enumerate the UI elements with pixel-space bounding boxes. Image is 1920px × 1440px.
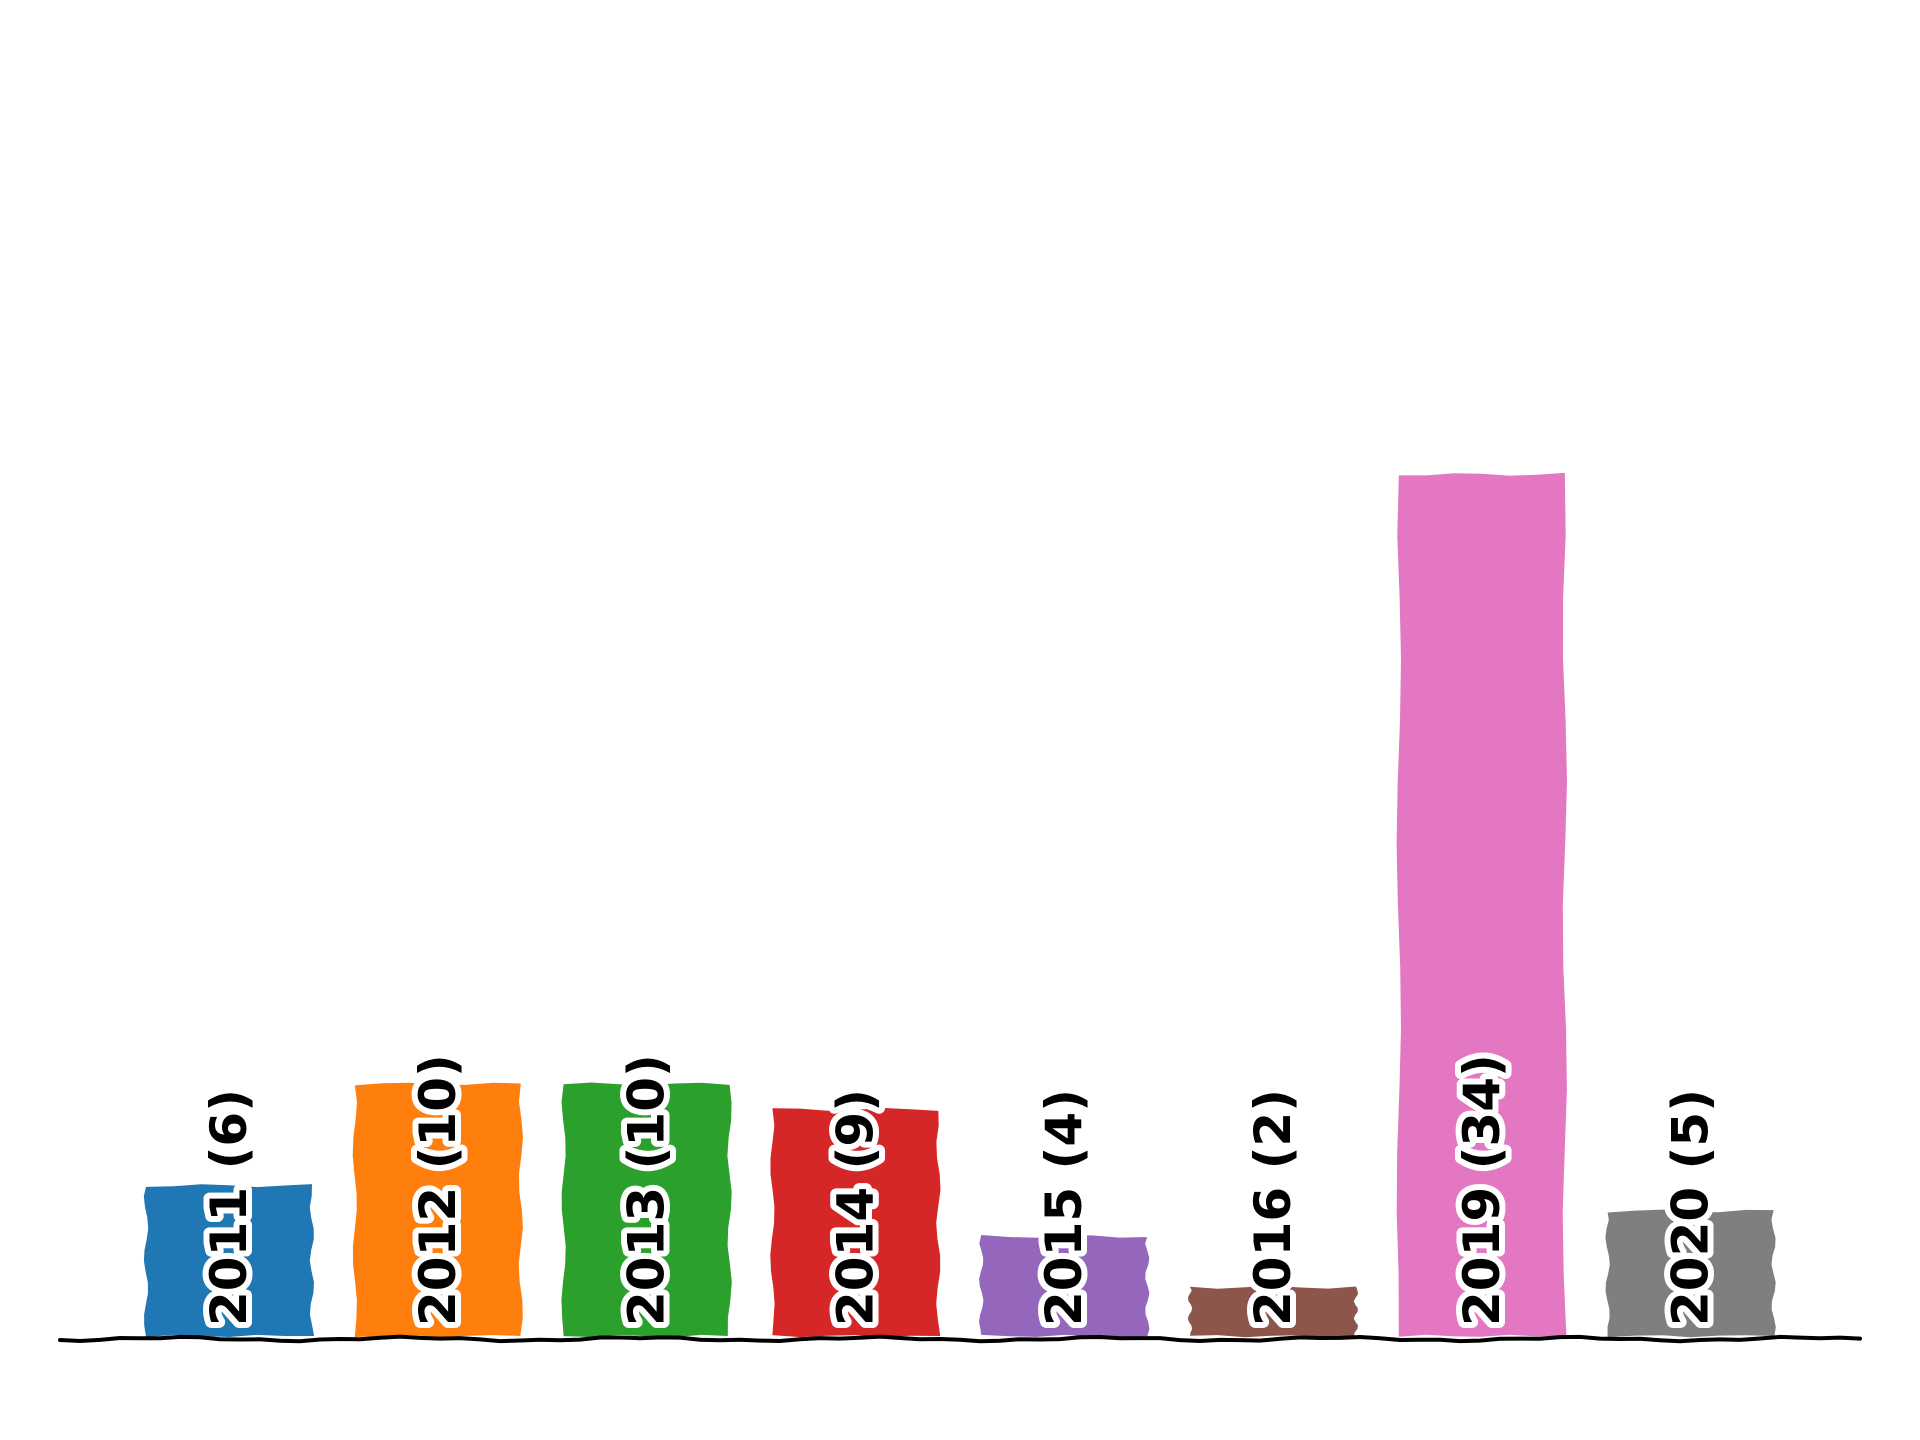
labels-layer: 2011 (6) 2012 (10) 2013 (10) 2014 (9) 2015 (… — [194, 1048, 1726, 1332]
bar-2011 — [143, 1184, 315, 1337]
bar-label-2016: 2016 (2) — [1244, 1089, 1302, 1326]
bar-label-2014: 2014 (9) — [826, 1089, 884, 1326]
bars-layer — [143, 472, 1776, 1338]
bar-2019 — [1396, 472, 1567, 1337]
bar-label-2012: 2012 (10) — [409, 1054, 467, 1326]
bar-2013 — [561, 1082, 732, 1337]
bar-2016 — [1187, 1285, 1358, 1338]
bar-2014 — [770, 1107, 941, 1338]
bar-label-2019: 2019 (34) — [1453, 1054, 1511, 1326]
x-axis-baseline — [58, 1334, 1862, 1344]
bar-label-2013: 2013 (10) — [618, 1054, 676, 1326]
bar-label-2015: 2015 (4) — [1035, 1089, 1093, 1326]
bar-2020 — [1605, 1209, 1776, 1338]
bar-label-2011: 2011 (6) — [200, 1089, 258, 1326]
bar-label-2020: 2020 (5) — [1662, 1089, 1720, 1326]
bar-2015 — [979, 1235, 1150, 1337]
bar-2012 — [352, 1082, 523, 1338]
